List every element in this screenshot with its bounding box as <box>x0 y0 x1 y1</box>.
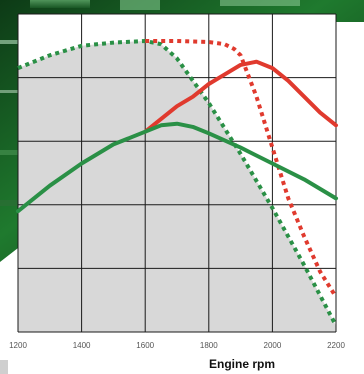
x-axis-title: Engine rpm <box>209 357 275 371</box>
dotted-series-line-1 <box>145 39 338 299</box>
shaded-area <box>18 41 336 332</box>
x-tick-labels: 1200 1400 1600 1800 2000 2200 <box>9 341 345 350</box>
solid-series-line-3 <box>16 121 338 214</box>
x-tick-label: 1800 <box>200 341 218 350</box>
x-tick-label: 1600 <box>136 341 154 350</box>
x-tick-label: 2200 <box>327 341 345 350</box>
x-tick-label: 2000 <box>264 341 282 350</box>
x-tick-label: 1400 <box>73 341 91 350</box>
x-tick-label: 1200 <box>9 341 27 350</box>
solid-series-line-2 <box>143 59 338 134</box>
series-layer <box>16 39 338 327</box>
